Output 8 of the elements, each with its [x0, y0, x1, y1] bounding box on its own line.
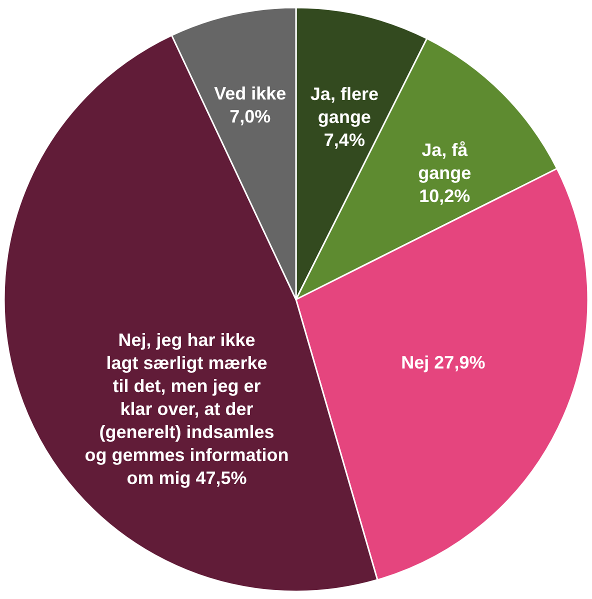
slice-label: Ved ikke: [214, 83, 286, 104]
slice-label: Ja, få gange: [418, 140, 472, 183]
slice-label: Ja, flere gange: [310, 84, 378, 127]
data-label: 7,4%: [324, 130, 365, 150]
data-label: 7,0%: [230, 106, 271, 126]
slice-label: Nej 27,9%: [401, 352, 486, 373]
data-label: 10,2%: [419, 186, 470, 206]
slice-label: Nej, jeg har ikke lagt særligt mærke til det, men jeg er klar over, at der (generelt) indsamles og gemmes information om mig 47,5%: [84, 330, 289, 488]
